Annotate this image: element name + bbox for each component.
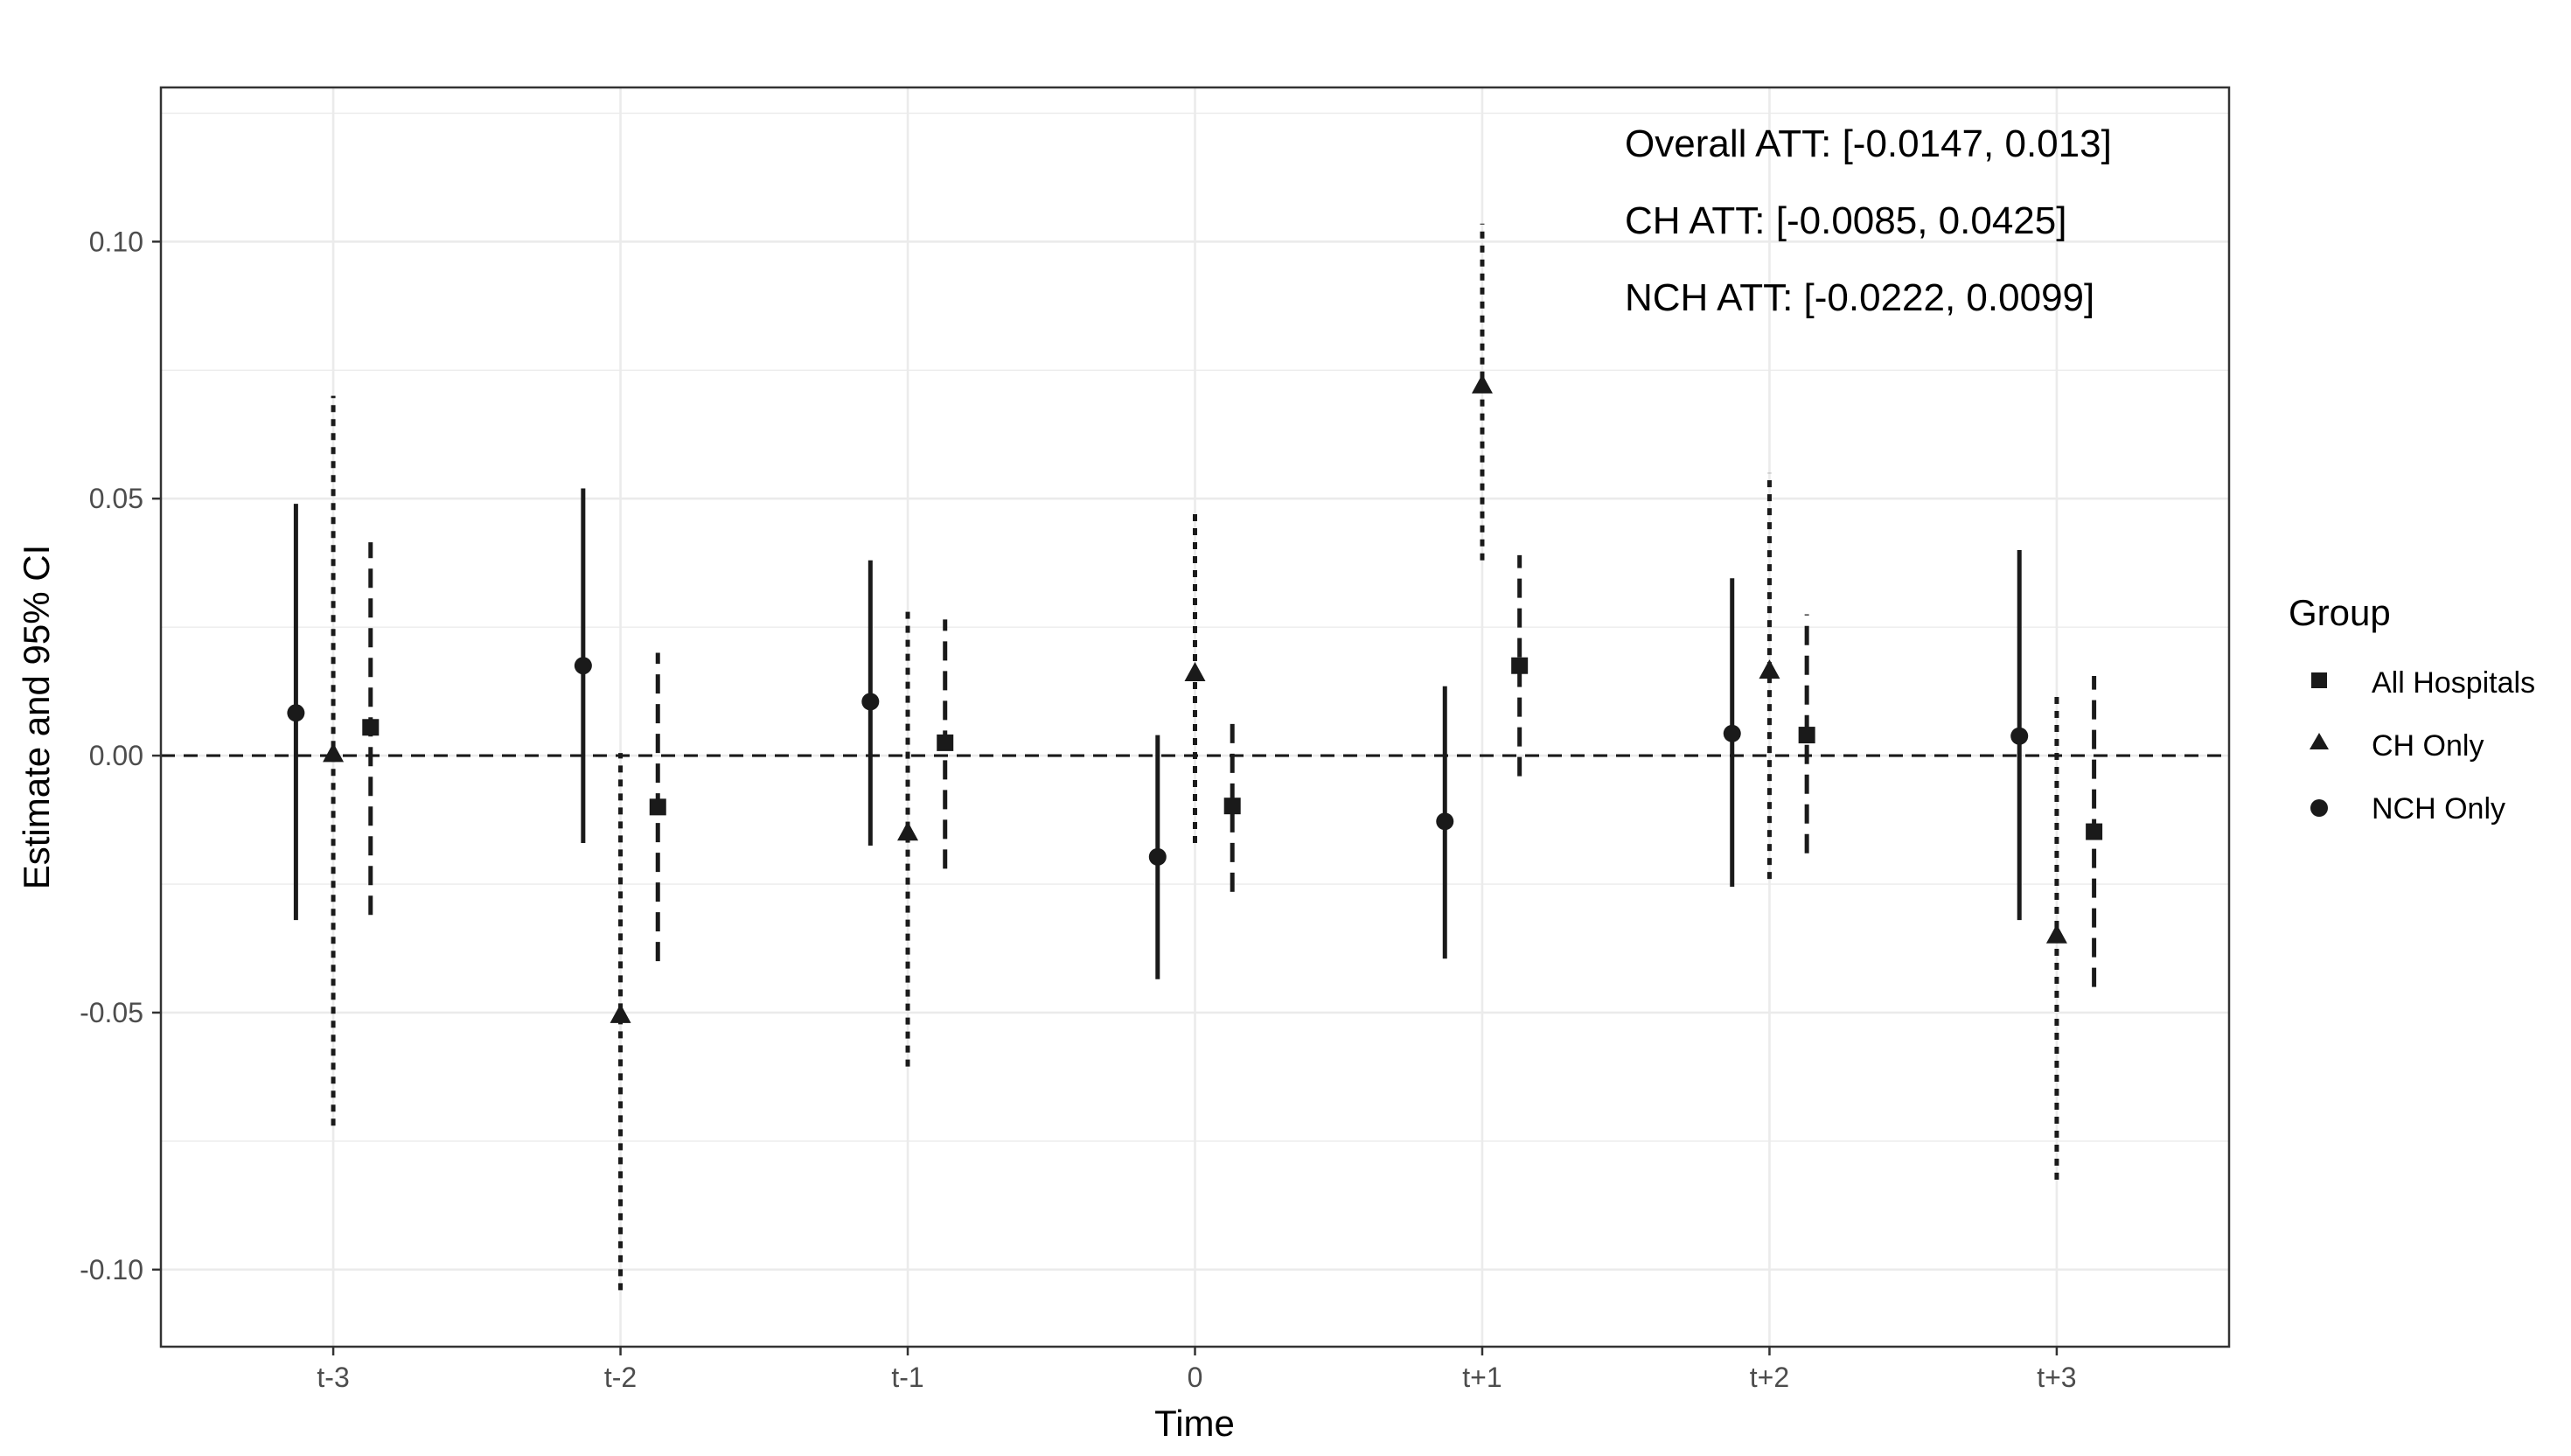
y-tick-label: -0.10 (80, 1254, 143, 1285)
point-all-hospitals (1223, 798, 1241, 815)
point-nch-only (287, 704, 305, 722)
point-ch-only (1184, 662, 1206, 682)
x-axis-title: Time (1154, 1403, 1235, 1444)
point-all-hospitals (362, 719, 380, 736)
point-nch-only (1148, 847, 1167, 866)
legend: Group All Hospitals CH Only NCH Only (2289, 592, 2535, 826)
point-nch-only (861, 693, 880, 711)
x-axis: t-3 t-2 t-1 0 t+1 t+2 t+3 (317, 1347, 2077, 1393)
legend-label-all-hospitals: All Hospitals (2372, 666, 2535, 700)
x-tick-label: t+3 (2037, 1362, 2076, 1393)
point-ch-only (897, 821, 919, 841)
point-ch-only (610, 1003, 631, 1023)
annotation-overall-att: Overall ATT: [-0.0147, 0.013] (1625, 122, 2112, 165)
legend-label-ch-only: CH Only (2372, 729, 2484, 763)
point-nch-only (1723, 724, 1741, 742)
point-nch-only (574, 657, 592, 675)
x-tick-label: t-3 (317, 1362, 349, 1393)
x-tick-label: 0 (1188, 1362, 1203, 1393)
annotations: Overall ATT: [-0.0147, 0.013] CH ATT: [-… (1625, 122, 2112, 319)
annotation-nch-att: NCH ATT: [-0.0222, 0.0099] (1625, 276, 2094, 319)
point-ch-only (1759, 659, 1780, 679)
point-nch-only (1436, 812, 1454, 831)
point-ch-only (323, 742, 345, 763)
legend-title: Group (2289, 592, 2391, 633)
point-ch-only (2045, 923, 2067, 944)
points (287, 373, 2103, 1023)
legend-label-nch-only: NCH Only (2372, 792, 2505, 826)
point-all-hospitals (1511, 657, 1529, 674)
x-tick-label: t+2 (1750, 1362, 1789, 1393)
point-nch-only (2010, 727, 2029, 745)
point-all-hospitals (1798, 727, 1815, 744)
point-all-hospitals (937, 734, 954, 751)
x-tick-label: t-2 (604, 1362, 637, 1393)
y-axis: -0.10 -0.05 0.00 0.05 0.10 (80, 226, 161, 1285)
legend-key-triangle (2310, 733, 2329, 749)
legend-key-square (2311, 672, 2327, 688)
annotation-ch-att: CH ATT: [-0.0085, 0.0425] (1625, 199, 2066, 242)
y-tick-label: -0.05 (80, 997, 143, 1028)
point-all-hospitals (2086, 823, 2103, 840)
y-tick-label: 0.00 (89, 740, 143, 771)
x-tick-label: t-1 (891, 1362, 923, 1393)
y-tick-label: 0.10 (89, 226, 143, 257)
point-ch-only (1471, 373, 1493, 394)
y-tick-label: 0.05 (89, 483, 143, 514)
legend-key-circle (2310, 799, 2328, 817)
point-all-hospitals (649, 798, 666, 816)
y-axis-title: Estimate and 95% CI (16, 545, 57, 890)
x-tick-label: t+1 (1462, 1362, 1501, 1393)
